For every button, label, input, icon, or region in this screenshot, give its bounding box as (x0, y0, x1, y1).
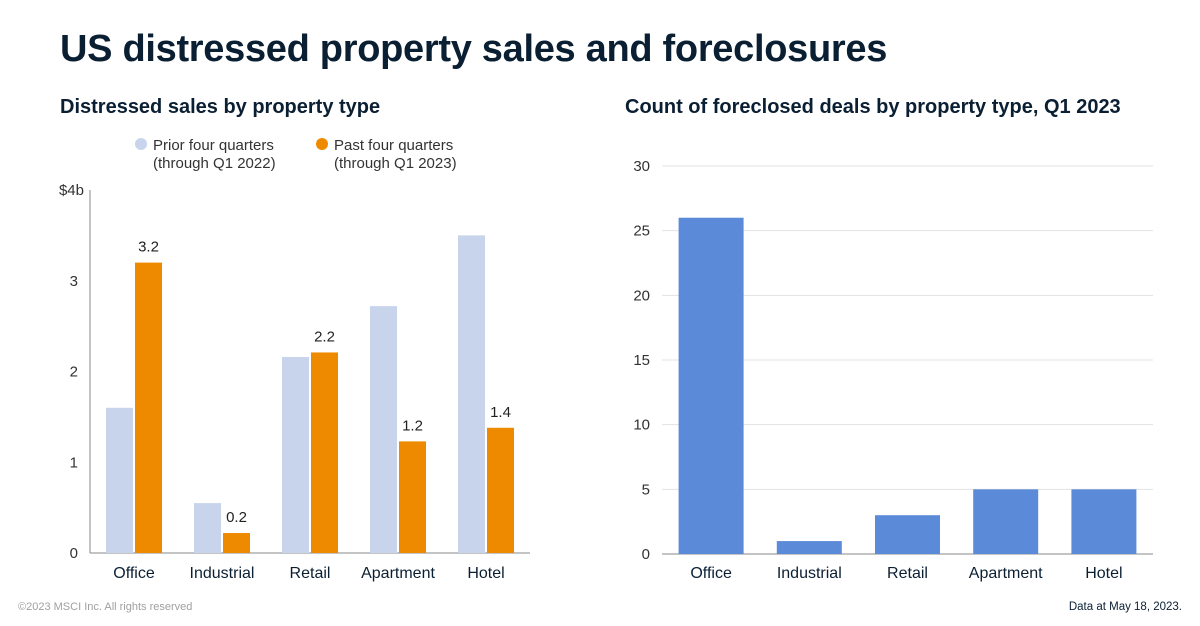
legend-label: Prior four quarters (153, 137, 274, 154)
right-category-label: Hotel (1085, 565, 1122, 582)
bar-past-four-quarters (487, 427, 514, 553)
left-y-tick-label: $4b (59, 182, 84, 199)
right-y-tick-label: 5 (642, 481, 650, 498)
bar-data-label: 0.2 (226, 509, 247, 526)
page-title: US distressed property sales and foreclo… (60, 28, 888, 70)
bar-past-four-quarters (311, 352, 338, 553)
bar-data-label: 1.4 (490, 404, 511, 421)
bar-foreclosed-deals (1071, 489, 1137, 554)
left-category-label: Apartment (361, 565, 435, 582)
bar-data-label: 3.2 (138, 239, 159, 256)
bar-foreclosed-deals (776, 541, 842, 554)
right-y-tick-label: 10 (633, 417, 650, 434)
left-category-label: Industrial (190, 565, 255, 582)
right-category-label: Industrial (777, 565, 842, 582)
legend-swatch (135, 138, 147, 150)
right-y-tick-label: 20 (633, 287, 650, 304)
left-y-tick-label: 0 (70, 545, 78, 562)
right-y-tick-label: 0 (642, 546, 650, 563)
legend-sublabel: (through Q1 2023) (334, 155, 457, 172)
legend-sublabel: (through Q1 2022) (153, 155, 276, 172)
bar-data-label: 1.2 (402, 417, 423, 434)
right-y-tick-label: 15 (633, 352, 650, 369)
data-date-note: Data at May 18, 2023. (1068, 601, 1182, 613)
right-y-tick-label: 25 (633, 223, 650, 240)
left-category-label: Hotel (467, 565, 504, 582)
bar-prior-four-quarters (106, 407, 133, 553)
left-y-tick-label: 3 (70, 273, 78, 290)
bar-data-label: 2.2 (314, 328, 335, 345)
copyright-note: ©2023 MSCI Inc. All rights reserved (18, 601, 193, 613)
distressed-sales-chart: 0 1 2 3 $4b 3.2 Office 0.2 Industrial 2.2 Retail 1.… (59, 137, 530, 582)
bar-prior-four-quarters (282, 356, 309, 553)
bar-prior-four-quarters (370, 306, 397, 553)
right-category-label: Retail (887, 565, 928, 582)
right-category-label: Office (690, 565, 732, 582)
bar-past-four-quarters (223, 533, 250, 553)
right-y-tick-label: 30 (633, 158, 650, 175)
bar-foreclosed-deals (973, 489, 1039, 554)
bar-foreclosed-deals (875, 515, 940, 554)
bar-prior-four-quarters (458, 235, 485, 553)
bar-foreclosed-deals (678, 217, 744, 554)
legend-label: Past four quarters (334, 137, 453, 154)
right-category-label: Apartment (969, 565, 1043, 582)
left-category-label: Office (113, 565, 155, 582)
right-chart-title: Count of foreclosed deals by property ty… (625, 96, 1121, 118)
bar-prior-four-quarters (194, 503, 221, 553)
left-category-label: Retail (290, 565, 331, 582)
legend-swatch (316, 138, 328, 150)
bar-past-four-quarters (135, 262, 162, 553)
left-y-tick-label: 2 (70, 364, 78, 381)
left-chart-title: Distressed sales by property type (60, 96, 381, 118)
left-y-tick-label: 1 (70, 454, 78, 471)
bar-past-four-quarters (399, 441, 426, 553)
